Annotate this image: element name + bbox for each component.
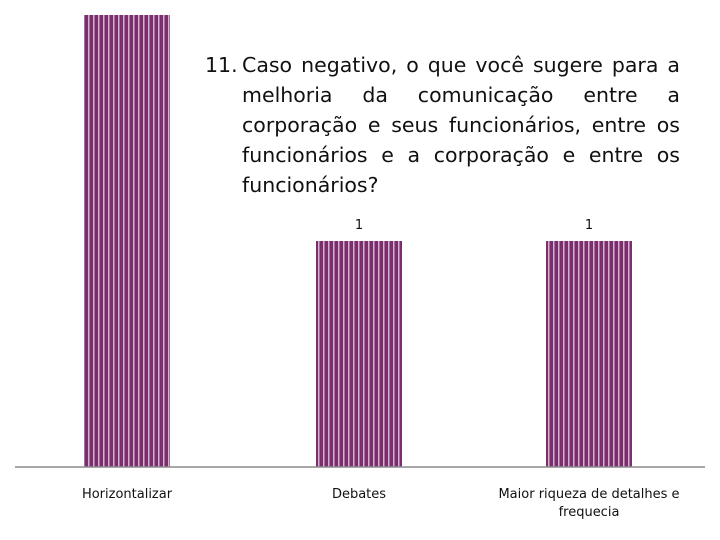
bar-3 [546, 241, 632, 467]
category-label-1: Horizontalizar [81, 487, 173, 502]
question-text: Caso negativo, o que você sugere para a … [242, 53, 680, 197]
bar-2 [316, 241, 402, 467]
category-label-2: Debates [331, 487, 387, 502]
chart-title: 11. Caso negativo, o que você sugere par… [205, 50, 680, 200]
data-label-3: 1 [585, 218, 593, 233]
question-number: 11. [205, 53, 238, 77]
category-label-3: Maior riqueza de detalhes e frequecia [498, 487, 680, 520]
bar-1 [84, 15, 170, 467]
data-label-2: 1 [355, 218, 363, 233]
